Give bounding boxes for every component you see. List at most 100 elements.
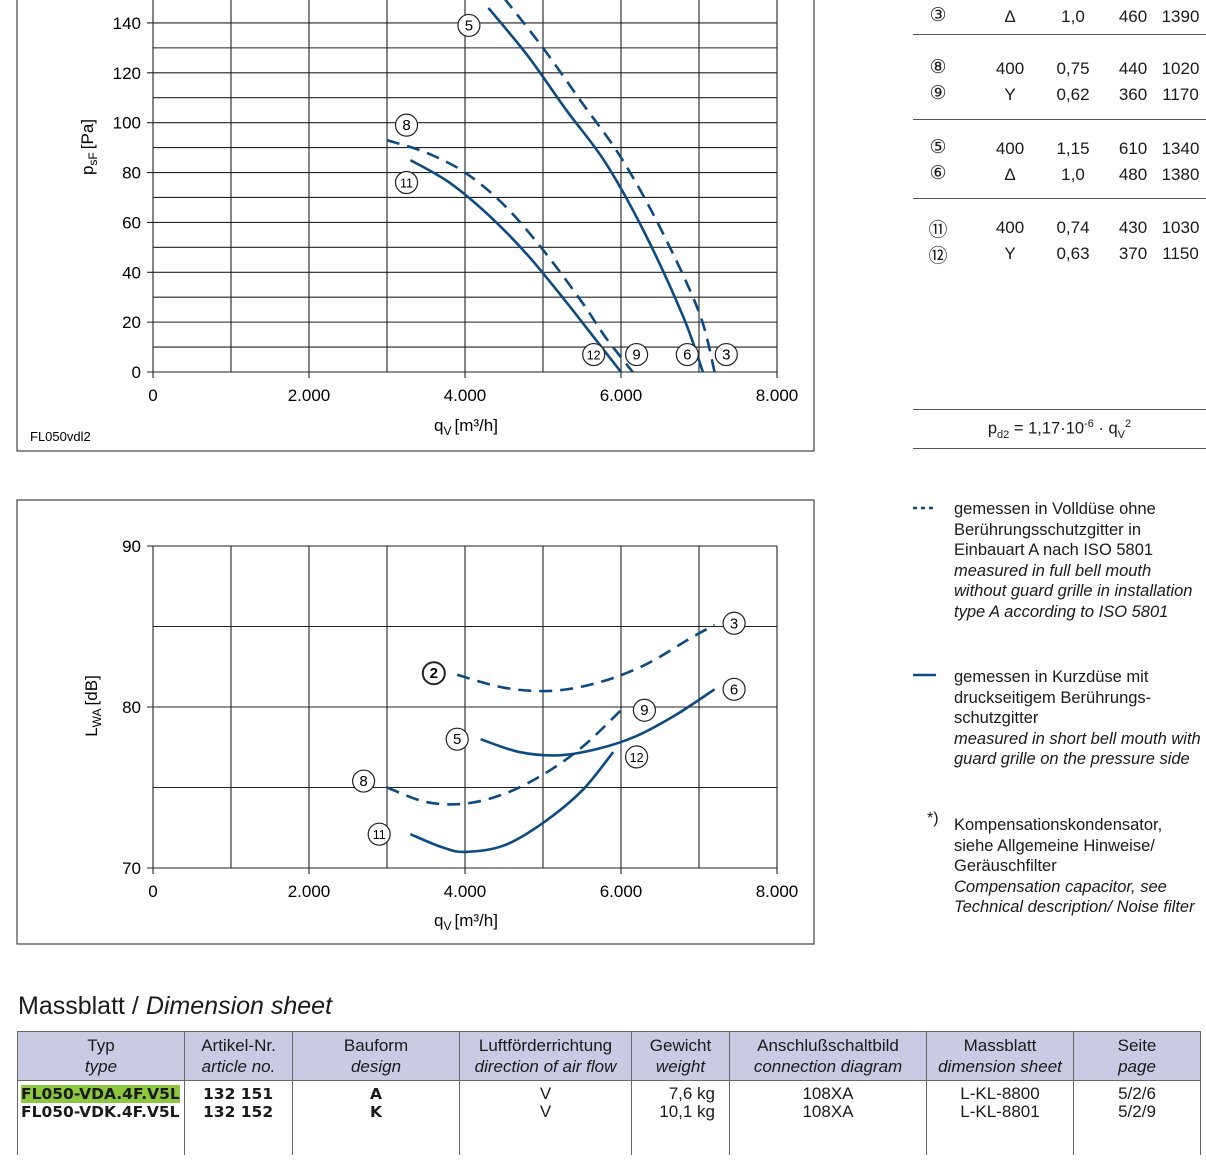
operating-point-row: ⑧ 400 0,75 440 1020 — [913, 57, 1206, 85]
cell-curve: ③ — [929, 5, 947, 26]
pressure-chart-ylabel: psF[Pa] — [78, 119, 100, 175]
svg-text:8: 8 — [359, 773, 367, 790]
cell-speed: 1020 — [1161, 59, 1200, 78]
y-tick-label: 120 — [113, 64, 141, 83]
cell-curve: ⑥ — [929, 163, 947, 184]
curve-label-8: 8 — [352, 769, 376, 793]
y-tick-label: 60 — [122, 213, 141, 232]
header-7: Seite page — [1073, 1031, 1201, 1081]
page-cell: 5/2/6 5/2/9 — [1073, 1080, 1201, 1155]
dimension-table-row: FL050-VDA.4F.V5L FL050-VDK.4F.V5L 132 151… — [17, 1080, 1201, 1155]
cell-power: 440 — [1118, 59, 1148, 78]
cell-speed: 1150 — [1162, 244, 1199, 263]
type-cell: FL050-VDA.4F.V5L FL050-VDK.4F.V5L — [17, 1080, 185, 1155]
sound-chart-frame — [16, 499, 815, 945]
curve-label-9: 9 — [624, 342, 649, 367]
y-tick-label: 40 — [122, 263, 141, 282]
y-tick-label: 100 — [113, 114, 141, 133]
svg-text:12: 12 — [630, 751, 644, 765]
header-3: Luftförderrichtung direction of air flow — [459, 1031, 632, 1081]
cell-speed: 1170 — [1162, 85, 1199, 104]
cell-voltage: Y — [1004, 85, 1016, 104]
operating-point-row: ③ Δ 1,0 460 1390 — [913, 5, 1206, 33]
cell-curve: ⑧ — [929, 57, 947, 78]
cell-speed: 1380 — [1161, 165, 1200, 184]
curve-11 — [409, 158, 623, 372]
y-tick-label: 0 — [132, 363, 141, 382]
svg-text:8: 8 — [402, 117, 410, 134]
group-divider — [913, 119, 1206, 120]
curve-3 — [503, 0, 716, 372]
legend-dashed: gemessen in Volldüse ohne Berührungsschu… — [954, 500, 1193, 621]
cell-power: 430 — [1118, 218, 1148, 237]
cell-voltage: 400 — [995, 59, 1025, 78]
pressure-chart: 5 8 11 12 9 6 3 0 2.000 4.000 6.000 8.000 0 20 40 60 80… — [16, 0, 815, 452]
operating-point-row: ⑨ Y 0,62 360 1170 — [913, 83, 1206, 111]
cell-voltage: Δ — [1004, 165, 1016, 184]
curve-5 — [487, 7, 705, 372]
group-divider — [913, 34, 1206, 35]
curve-label-12: 12 — [582, 342, 606, 367]
svg-text:6: 6 — [730, 681, 738, 698]
x-tick-label: 0 — [148, 386, 157, 405]
cell-speed: 1390 — [1161, 7, 1200, 26]
cell-current: 0,75 — [1056, 59, 1090, 78]
dimension-table: Typ type Artikel-Nr. article no. Bauform desi… — [17, 1031, 1201, 1155]
header-0: Typ type — [17, 1031, 185, 1081]
cell-curve: ⑫ — [928, 246, 948, 267]
weight-cell: 7,6 kg 10,1 kg — [631, 1080, 730, 1155]
operating-point-row: ⑤ 400 1,15 610 1340 — [913, 137, 1206, 165]
x-tick-label: 0 — [148, 882, 157, 901]
cell-current: 1,15 — [1056, 139, 1090, 158]
y-tick-label: 20 — [122, 313, 141, 332]
operating-point-row: ⑫ Y 0,63 370 1150 — [913, 244, 1206, 270]
x-tick-label: 4.000 — [444, 386, 487, 405]
cell-current: 0,63 — [1056, 244, 1090, 263]
pressure-chart-code: FL050vdl2 — [30, 429, 91, 444]
cell-curve: ⑨ — [929, 83, 947, 104]
legend-note: Kompensationskondensator, siehe Allgemei… — [954, 816, 1195, 916]
operating-point-row: ⑪ 400 0,74 430 1030 — [913, 218, 1206, 244]
formula-overline — [913, 409, 1206, 410]
cell-current: 0,74 — [1056, 218, 1090, 237]
cell-current: 0,62 — [1056, 85, 1090, 104]
y-tick-label: 90 — [122, 537, 141, 556]
svg-text:3: 3 — [722, 347, 730, 364]
legend-solid: gemessen in Kurzdüse mit druckseitigem B… — [954, 668, 1201, 768]
svg-text:5: 5 — [465, 17, 473, 34]
x-tick-label: 2.000 — [288, 386, 331, 405]
cell-voltage: Y — [1004, 244, 1016, 263]
curve-label-5: 5 — [457, 13, 481, 38]
cell-current: 1,0 — [1061, 165, 1085, 184]
note-mark: *) — [927, 810, 939, 827]
svg-text:12: 12 — [587, 349, 601, 363]
y-tick-label: 70 — [122, 859, 141, 878]
curve-label-12: 12 — [624, 745, 649, 769]
cell-speed: 1030 — [1161, 218, 1200, 237]
svg-text:3: 3 — [730, 615, 738, 632]
x-tick-label: 6.000 — [600, 882, 643, 901]
cell-voltage: 400 — [995, 139, 1025, 158]
sound-chart-ylabel: LWA[dB] — [82, 675, 104, 737]
y-tick-label: 80 — [122, 698, 141, 717]
cell-curve: ⑪ — [928, 220, 948, 241]
cell-voltage: 400 — [995, 218, 1025, 237]
cell-power: 460 — [1118, 7, 1148, 26]
formula-underline — [913, 448, 1206, 449]
diagram-cell: 108XA 108XA — [729, 1080, 927, 1155]
group-divider — [913, 198, 1206, 199]
curve-9 — [386, 709, 622, 806]
curve-label-3: 3 — [722, 611, 746, 635]
x-tick-label: 4.000 — [444, 882, 487, 901]
cell-power: 370 — [1118, 244, 1148, 263]
curve-label-6: 6 — [722, 677, 746, 701]
pressure-formula: pd2 = 1,17·10-6 · qV2 — [987, 418, 1132, 441]
curve-3 — [456, 623, 716, 693]
y-tick-label: 140 — [113, 14, 141, 33]
article-cell: 132 151 132 152 — [184, 1080, 293, 1155]
x-tick-label: 8.000 — [756, 386, 799, 405]
header-6: Massblatt dimension sheet — [926, 1031, 1074, 1081]
cell-power: 480 — [1118, 165, 1148, 184]
